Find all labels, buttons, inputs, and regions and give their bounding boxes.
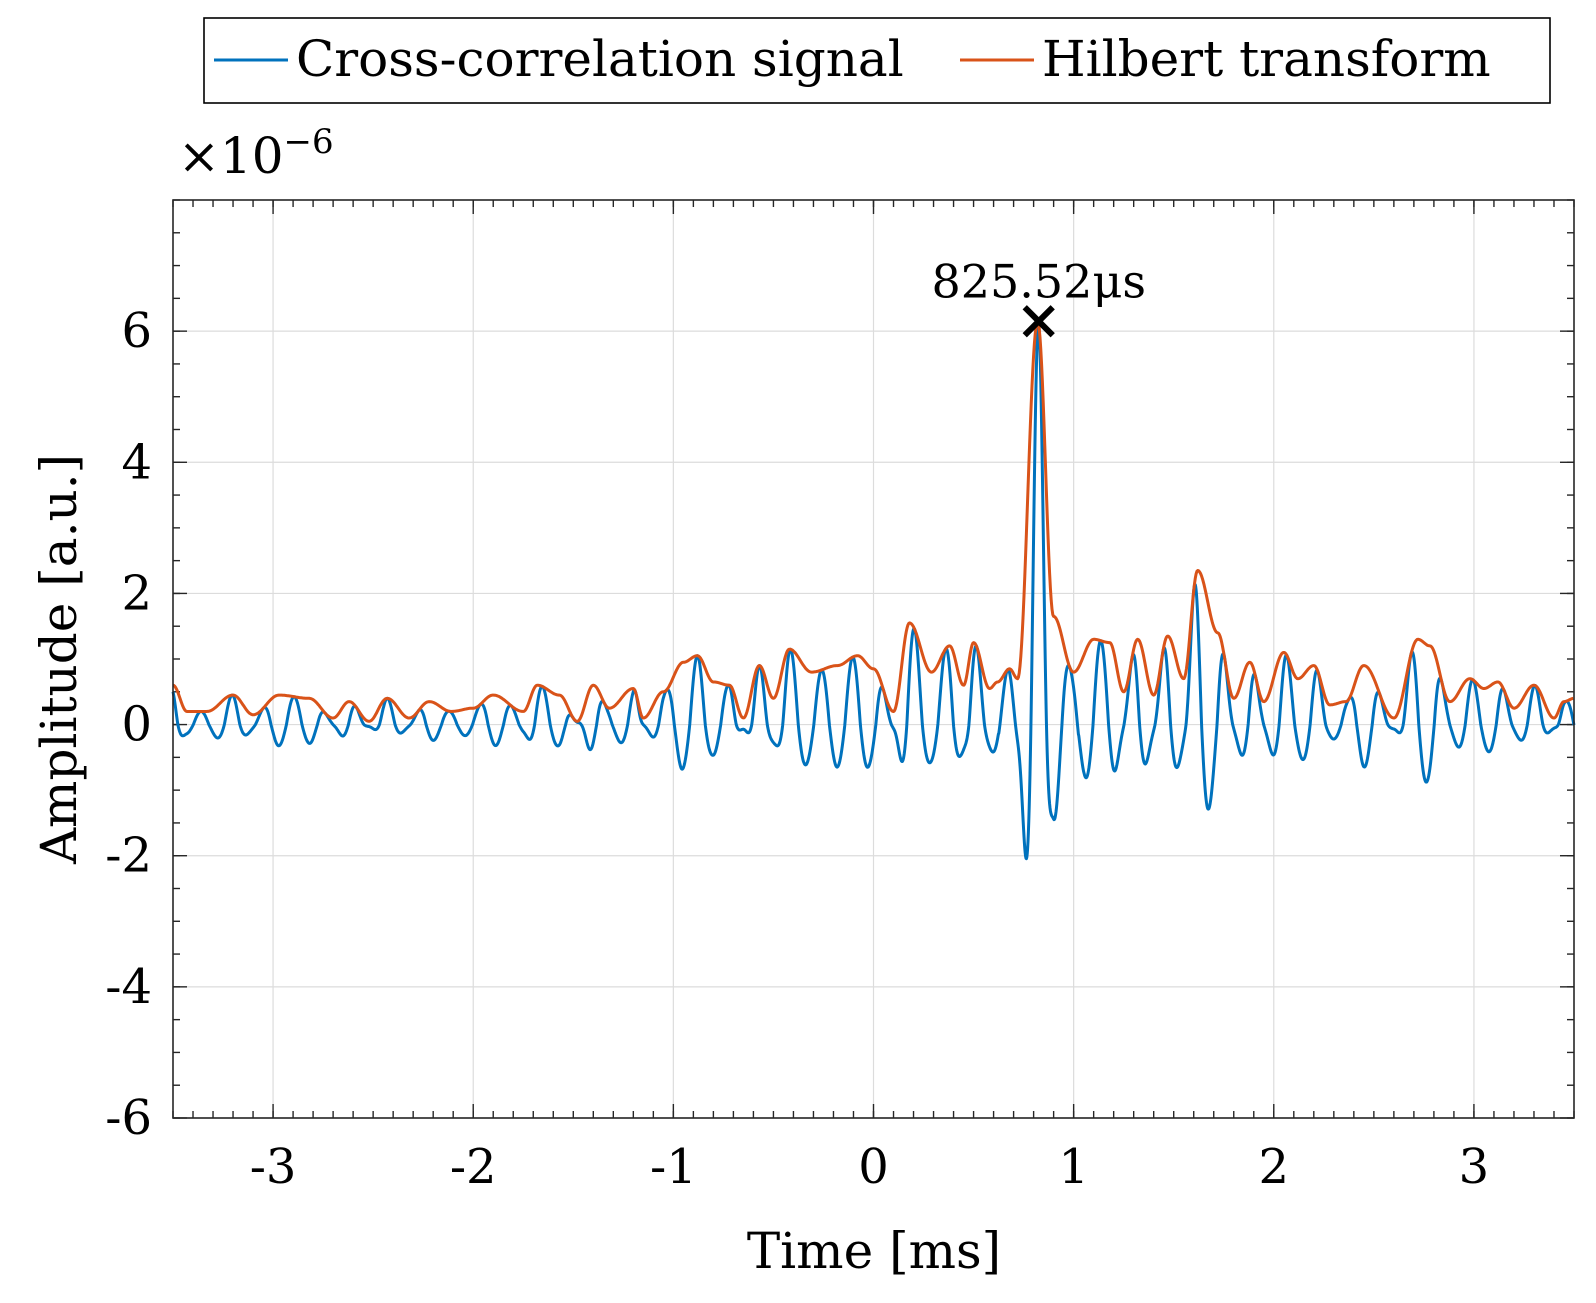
- y-axis-label: Amplitude [a.u.]: [30, 454, 88, 865]
- x-tick-label: -1: [650, 1139, 697, 1195]
- x-tick-labels: -3 -2 -1 0 1 2 3: [250, 1139, 1490, 1195]
- y-exponent-power: −6: [284, 122, 334, 162]
- y-tick-label: 2: [121, 565, 152, 621]
- series-cross-correlation: [171, 322, 1576, 861]
- peak-annotation: 825.52μs: [931, 254, 1145, 308]
- x-tick-label: 0: [858, 1139, 889, 1195]
- x-tick-label: 2: [1259, 1139, 1290, 1195]
- legend-box: [203, 17, 1551, 104]
- legend-label-signal: Cross-correlation signal: [296, 30, 904, 88]
- legend-label-envelope: Hilbert transform: [1042, 30, 1491, 88]
- signal-line: [171, 322, 1576, 861]
- y-tick-labels: -6 -4 -2 0 2 4 6: [105, 303, 152, 1146]
- y-exponent-base: ×10: [178, 127, 284, 185]
- y-tick-label: 0: [121, 697, 152, 753]
- x-tick-label: -3: [250, 1139, 297, 1195]
- y-tick-label: 4: [121, 434, 152, 490]
- peak-marker-stroke: [1022, 305, 1055, 338]
- x-tick-label: 3: [1459, 1139, 1490, 1195]
- series-hilbert-transform: [172, 319, 1574, 723]
- y-tick-label: 6: [121, 303, 152, 359]
- legend: Cross-correlation signal Hilbert transfo…: [203, 17, 1551, 104]
- y-tick-label: -4: [105, 959, 152, 1015]
- x-tick-label: -2: [450, 1139, 497, 1195]
- y-exponent-label: ×10−6: [178, 122, 334, 185]
- y-tick-label: -2: [105, 828, 152, 884]
- peak-marker: [1022, 305, 1055, 338]
- y-tick-label: -6: [105, 1090, 152, 1146]
- envelope-line: [172, 319, 1574, 723]
- plot-frame: [172, 199, 1575, 1119]
- x-axis-label: Time [ms]: [747, 1222, 1001, 1280]
- x-tick-label: 1: [1058, 1139, 1089, 1195]
- grid: [173, 200, 1574, 1119]
